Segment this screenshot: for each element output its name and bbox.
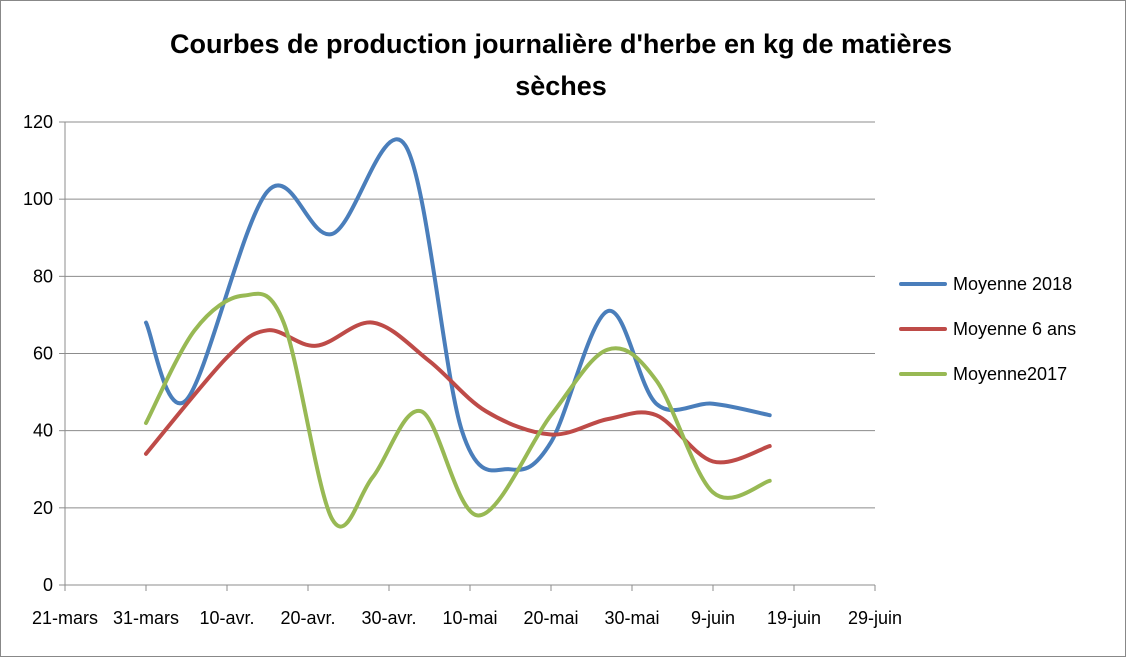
- chart-title: Courbes de production journalière d'herb…: [170, 29, 952, 101]
- legend-label: Moyenne2017: [953, 364, 1067, 384]
- series-line-1: [144, 137, 772, 473]
- chart-title-line-2: sèches: [515, 71, 607, 101]
- y-tick-label: 120: [23, 112, 53, 132]
- series-line-3: [144, 291, 772, 529]
- x-tick-label: 20-avr.: [280, 608, 335, 628]
- series-line-2: [144, 320, 772, 465]
- legend-label: Moyenne 6 ans: [953, 319, 1076, 339]
- y-tick-label: 80: [33, 266, 53, 286]
- chart-title-line-1: Courbes de production journalière d'herb…: [170, 29, 952, 59]
- x-tick-label: 10-mai: [442, 608, 497, 628]
- x-tick-label: 9-juin: [691, 608, 735, 628]
- series-lines: [144, 137, 772, 529]
- y-tick-label: 100: [23, 189, 53, 209]
- legend-label: Moyenne 2018: [953, 274, 1072, 294]
- x-tick-label: 29-juin: [848, 608, 902, 628]
- x-tick-label: 30-avr.: [361, 608, 416, 628]
- legend: Moyenne 2018 Moyenne 6 ans Moyenne2017: [899, 274, 1076, 384]
- x-tick-label: 31-mars: [113, 608, 179, 628]
- y-tick-label: 40: [33, 421, 53, 441]
- y-tick-label: 20: [33, 498, 53, 518]
- x-tick-label: 19-juin: [767, 608, 821, 628]
- x-tick-label: 20-mai: [523, 608, 578, 628]
- y-tick-label: 0: [43, 575, 53, 595]
- y-tick-label: 60: [33, 344, 53, 364]
- x-tick-label: 21-mars: [32, 608, 98, 628]
- gridlines: [65, 121, 875, 509]
- x-tick-label: 30-mai: [604, 608, 659, 628]
- x-tick-label: 10-avr.: [199, 608, 254, 628]
- axes: 0 20 40 60 80 100 120 21-mars 31-mars 10-avr. 20-a…: [23, 112, 902, 628]
